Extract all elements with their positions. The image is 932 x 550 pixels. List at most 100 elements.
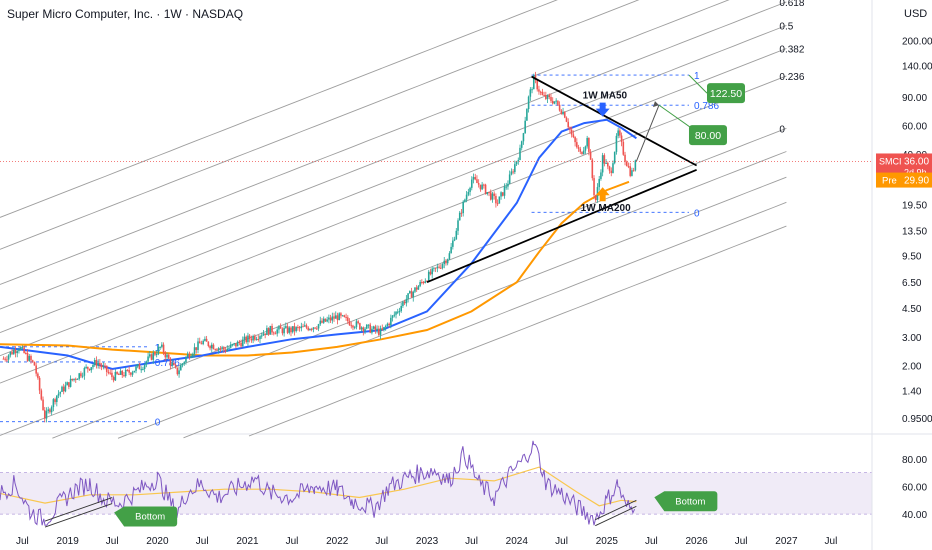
candle-body [288,327,291,333]
candle-body [61,386,63,392]
candle-body [453,239,456,241]
candle-body [465,194,468,200]
candle-body [615,135,618,152]
candle-body [130,372,132,375]
candle-body [128,370,130,373]
candle-body [567,121,570,128]
candle-body [157,346,160,354]
candle-body [278,326,280,330]
candle-body [527,96,530,110]
candle-body [59,391,62,394]
candle-body [405,298,408,304]
candle-body [501,192,504,196]
candle-body [80,373,82,377]
time-tick-label: Jul [735,536,748,547]
price-tick-label: 3.00 [902,333,922,344]
channel-level-label: 0.5 [779,21,793,32]
price-candles [2,71,637,423]
fib-recent-label: 1 [694,71,700,82]
candle-body [548,95,551,97]
candle-body [379,328,382,335]
candle-body [524,120,526,134]
candle-body [74,378,77,380]
price-tick-label: 60.00 [902,121,927,132]
rsi-pane: 80.00 60.00 40.00 Bottom Bottom [0,440,927,528]
candle-body [179,365,182,371]
candle-body [481,184,483,190]
last-price-symbol: SMCI [879,156,902,166]
candle-body [264,333,266,336]
candle-body [586,137,588,147]
candle-body [49,409,51,413]
candle-body [81,375,84,377]
rsi-line [0,440,636,526]
candle-body [88,368,91,371]
ma50-label: 1W MA50 [583,91,628,102]
candle-body [248,335,251,339]
candle-body [479,184,482,190]
candle-body [594,195,597,201]
candle-body [572,134,575,138]
candle-body [6,359,8,361]
candle-body [579,148,582,152]
candle-body [35,365,37,374]
candle-body [50,407,53,413]
candle-body [403,301,406,304]
candle-body [319,320,322,325]
candle-body [171,363,173,366]
ma50-line [0,118,637,371]
candle-body [224,349,227,352]
candle-body [241,339,244,347]
candle-body [515,161,518,165]
candle-body [37,373,39,378]
candle-body [519,147,521,160]
candle-body [76,378,79,380]
candle-body [159,346,161,348]
annotations: 1W MA50 1W MA200 122.50 80.00 [581,74,745,214]
candle-body [112,377,115,381]
candle-body [443,260,446,265]
candle-body [355,321,358,328]
candle-body [378,328,380,335]
candle-body [415,287,418,290]
candle-body [272,332,275,334]
trend-drawings[interactable] [426,75,698,284]
candle-body [274,333,277,335]
fib-recent-label: 0.786 [694,101,719,112]
candle-body [192,353,194,357]
regression-channel[interactable]: 0.786 0.618 0.5 0.382 0.236 0 [0,0,805,439]
candle-body [381,328,384,331]
candle-body [427,271,430,282]
candle-body [514,164,516,173]
candle-body [359,323,361,330]
candle-body [469,187,471,192]
candle-body [352,325,354,328]
candle-body [563,111,566,118]
time-tick-label: Jul [645,536,658,547]
premarket-label: Pre [882,176,897,187]
candle-body [431,268,433,275]
candle-body [297,327,299,329]
candle-body [605,162,607,164]
rsi-bottom-badge [654,491,718,512]
candle-body [433,267,435,269]
candle-body [47,409,50,412]
rsi-tick-label: 80.00 [902,455,927,466]
candle-body [267,328,270,335]
candle-body [83,368,86,376]
candle-body [434,267,437,269]
candle-body [138,364,141,370]
candle-body [439,267,442,269]
candle-body [228,347,230,349]
candle-body [532,75,535,90]
channel-line [117,176,787,439]
candle-body [217,348,220,351]
candle-body [209,345,211,349]
candle-body [383,327,385,331]
candle-body [193,347,196,354]
candle-body [21,347,24,349]
ma200-up-arrow-icon [595,187,610,202]
